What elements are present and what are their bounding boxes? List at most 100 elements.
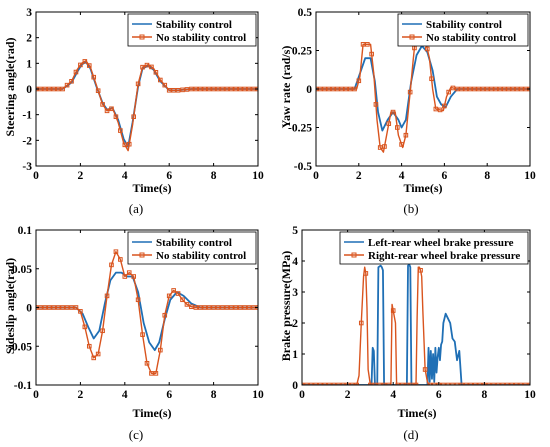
panel-d-series-2-marker (472, 382, 478, 385)
panel-a-legend-marker-2 (139, 34, 145, 40)
panel-c-series-2-line (36, 250, 258, 375)
panel-c-series-2-marker (104, 293, 110, 299)
panel-a-series-2-marker (122, 142, 128, 148)
panel-b-series-2-marker (347, 86, 353, 92)
panel-d-series-2-marker (486, 382, 492, 385)
panel-c-series-2-marker (42, 305, 48, 310)
panel-a-series-2-marker (202, 86, 208, 92)
panel-d-series-2-marker (463, 382, 469, 385)
panel-b-ytick-label: -0.5 (294, 161, 312, 173)
panel-d-xtick-label: 0 (299, 389, 305, 401)
panel-b-series-2-marker (467, 86, 473, 92)
panel-b-series-2-marker (493, 86, 499, 92)
panel-c-series-2-marker (162, 312, 168, 318)
panel-c-xtick-label: 8 (211, 389, 217, 401)
panel-d-series-2-marker (445, 382, 451, 385)
panel-a-series-2-marker (118, 128, 123, 133)
panel-c-ylabel: Sideslip angle(rad) (3, 258, 17, 354)
panel-c-ytick-label: -0.1 (14, 380, 32, 392)
panel-b-series-2-marker (365, 42, 370, 47)
panel-d-series-2-marker (327, 382, 332, 385)
panel-a-series-2-marker (95, 88, 101, 94)
panel-b-series-2-marker (489, 86, 494, 92)
panel-a-series-2-marker (144, 62, 150, 68)
panel-d-series-2-marker (331, 382, 337, 385)
panel-a-series-2-marker (42, 86, 48, 92)
panel-d-legend-box (339, 231, 529, 265)
panel-a-series-1-line (36, 61, 258, 148)
panel-c-series-2-marker (131, 274, 136, 279)
panel-d-series-2-marker (422, 367, 428, 372)
panel-c-series-2-marker (233, 305, 239, 310)
panel-a-series-2-marker (211, 86, 216, 92)
panel-b-xtick-label: 4 (399, 170, 405, 182)
panel-c-xtick-label: 2 (78, 389, 84, 401)
panel-c-series-2-marker (206, 305, 212, 310)
panel-b-plot: 0 2 4 6 8 10 -0.5 -0.25 0 0.25 0.5 (288, 7, 536, 182)
panel-b-xtick-label: 10 (524, 170, 536, 182)
panel-b-series-2-line (316, 26, 530, 153)
panel-c-series-2-marker (237, 305, 243, 310)
panel-d-ytick-label: 4 (292, 256, 298, 268)
panel-a-legend-box (127, 13, 257, 47)
panel-b-series-2-marker (433, 106, 439, 112)
panel-a-ytick-label: -2 (22, 135, 32, 147)
panel-b-series-2-marker (472, 86, 477, 92)
panel-d-series-2-marker (504, 382, 510, 385)
panel-d-series-2-marker (322, 382, 328, 385)
panel-d-ytick-label: 3 (292, 287, 298, 299)
panel-d-series-2-marker (354, 382, 360, 385)
panel-b-series-2-marker (502, 86, 507, 92)
panel-b-series-2-marker (463, 86, 469, 92)
panel-b-series-2-marker (424, 46, 430, 52)
panel-a-series-2-marker (215, 86, 221, 92)
panel-a-ytick-label: -1 (22, 110, 32, 122)
panel-a-series-2-marker (104, 108, 110, 114)
panel-d-series-2-marker (313, 382, 318, 385)
panel-a-series-2-marker (109, 106, 114, 112)
panel-a-xtick-label: 4 (122, 170, 128, 182)
panel-d-series-2-marker (340, 382, 346, 385)
panel-d-series-2-marker (477, 382, 483, 385)
panel-a-caption: (a) (129, 201, 143, 216)
panel-d-series-2-marker (500, 382, 505, 385)
panel-c-series-2-marker (118, 257, 123, 262)
panel-b-legend-box (397, 13, 529, 47)
panel-c-series-2-marker (126, 270, 132, 275)
panel-b-xlabel: Time(s) (403, 181, 442, 195)
panel-c-series-group (36, 249, 258, 376)
panel-d-series-1-line (302, 263, 530, 385)
panel-a-series-2-marker (82, 59, 88, 64)
panel-d-xlabel: Time(s) (397, 406, 436, 420)
panel-c-ytick-label: 0 (26, 303, 32, 315)
panel-d-legend: Left-rear wheel brake pressureRight-rear… (339, 231, 529, 265)
panel-d-series-2-marker (336, 382, 341, 385)
panel-d-series-2-marker (308, 382, 314, 385)
panel-a-series-2-marker (126, 141, 132, 147)
panel-b-ytick-label: 0.25 (292, 46, 312, 58)
panel-c-series-2-marker (175, 291, 181, 296)
panel-b-series-2-marker (369, 51, 374, 57)
panel-c-series-2-marker (100, 328, 105, 334)
panel-d-series-2-marker (427, 382, 432, 385)
panel-a-series-2-marker (69, 79, 74, 84)
panel-c-series-2-marker (86, 343, 92, 349)
panel-b-series-2-marker (343, 86, 349, 92)
panel-a-series-group (36, 59, 258, 152)
panel-c-series-2-marker (153, 371, 159, 376)
panel-c-series-2-marker (95, 351, 101, 357)
panel-b-series-2-marker (399, 142, 404, 147)
panel-d-xtick-label: 6 (436, 389, 442, 401)
panel-d-series-2-marker (454, 382, 460, 385)
panel-b-series-2-marker (403, 132, 409, 138)
panel-c-legend-marker-2 (139, 252, 145, 258)
panel-c-series-2-marker (193, 305, 199, 310)
panel-a-series-2-marker (113, 114, 119, 120)
panel-c-series-2-marker (109, 262, 114, 268)
panel-d-xtick-label: 10 (524, 389, 536, 401)
panel-c-series-2-marker (189, 304, 194, 310)
panel-a-series-2-marker (64, 82, 70, 88)
